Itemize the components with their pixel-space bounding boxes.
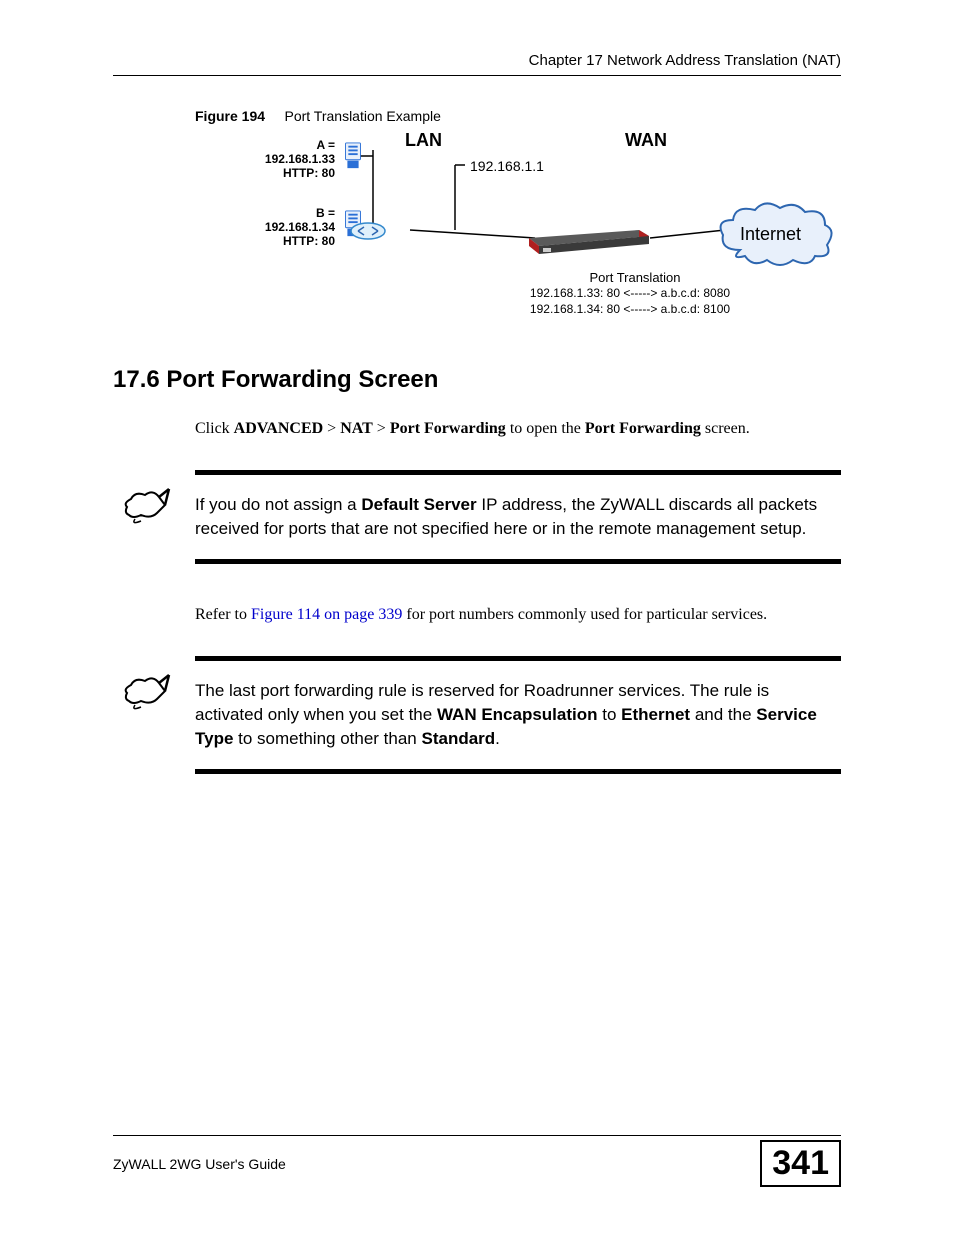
port-translation-diagram: LAN WAN 192.168.1.1 A = 192.168.1.33 HTT…	[195, 130, 835, 330]
section-heading: 17.6 Port Forwarding Screen	[113, 366, 841, 394]
port-translation-mappings: 192.168.1.33: 80 <-----> a.b.c.d: 8080 1…	[445, 286, 815, 317]
intro-paragraph: Click ADVANCED > NAT > Port Forwarding t…	[195, 418, 841, 440]
note1-pre: If you do not assign a	[195, 495, 361, 514]
port-translation-title: Port Translation	[525, 270, 745, 285]
note-icon	[121, 485, 171, 525]
intro-mid: to open the	[506, 420, 585, 437]
note2-mid1: to	[598, 705, 622, 724]
refer-pre: Refer to	[195, 606, 251, 623]
note2-mid2: and the	[690, 705, 756, 724]
nat-text: NAT	[340, 420, 373, 437]
wan-encaps-text: WAN Encapsulation	[437, 705, 598, 724]
figure-caption: Figure 194 Port Translation Example	[195, 108, 841, 124]
note-block-2: The last port forwarding rule is reserve…	[195, 656, 841, 773]
refer-post: for port numbers commonly used for parti…	[402, 606, 767, 623]
intro-text: Click	[195, 420, 234, 437]
page-number: 341	[760, 1140, 841, 1187]
chapter-header: Chapter 17 Network Address Translation (…	[113, 52, 841, 76]
note2-text: The last port forwarding rule is reserve…	[195, 679, 841, 750]
advanced-text: ADVANCED	[234, 420, 324, 437]
port-forwarding-text: Port Forwarding	[390, 420, 506, 437]
gt2: >	[373, 420, 390, 437]
refer-paragraph: Refer to Figure 114 on page 339 for port…	[195, 604, 841, 626]
page-footer: ZyWALL 2WG User's Guide 341	[113, 1135, 841, 1187]
note2-post: .	[495, 729, 500, 748]
figure-link[interactable]: Figure 114 on page 339	[251, 606, 402, 623]
pt-line2: 192.168.1.34: 80 <-----> a.b.c.d: 8100	[530, 302, 730, 316]
network-device-icon	[529, 230, 649, 258]
ethernet-text: Ethernet	[621, 705, 690, 724]
intro-post: screen.	[701, 420, 750, 437]
note1-text: If you do not assign a Default Server IP…	[195, 493, 841, 541]
standard-text: Standard	[421, 729, 495, 748]
note2-mid3: to something other than	[233, 729, 421, 748]
pt-line1: 192.168.1.33: 80 <-----> a.b.c.d: 8080	[530, 286, 730, 300]
computer-a-icon	[343, 142, 363, 170]
gt1: >	[323, 420, 340, 437]
internet-label: Internet	[740, 224, 801, 245]
port-forwarding-text2: Port Forwarding	[585, 420, 701, 437]
default-server-text: Default Server	[361, 495, 476, 514]
note-block-1: If you do not assign a Default Server IP…	[195, 470, 841, 564]
figure-title: Port Translation Example	[284, 108, 440, 124]
note-icon	[121, 671, 171, 711]
figure-number: Figure 194	[195, 108, 265, 124]
router-icon	[350, 222, 386, 240]
guide-title: ZyWALL 2WG User's Guide	[113, 1156, 286, 1172]
